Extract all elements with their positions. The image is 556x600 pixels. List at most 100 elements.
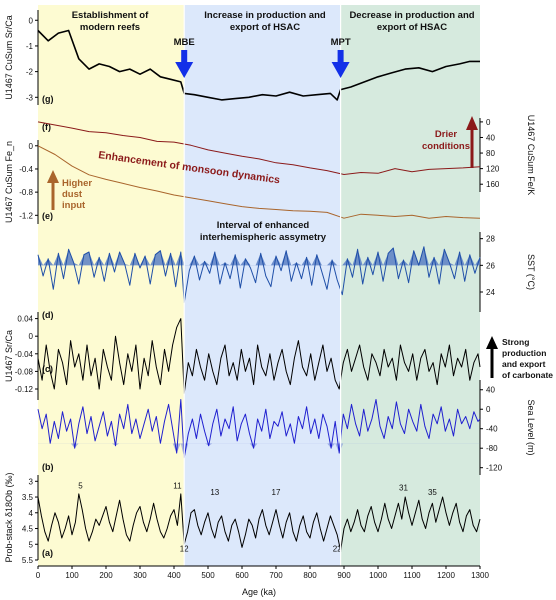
carbonate-arrow-head xyxy=(486,336,498,349)
series-line xyxy=(37,493,481,552)
x-tick-label: 300 xyxy=(133,571,147,580)
header-right-line2: export of HSAC xyxy=(377,22,447,33)
panel-f: 0 40 80 120 160 U1467 CuSum Fe/K (f) xyxy=(37,115,536,195)
panel-letter: (e) xyxy=(42,211,53,221)
y-tick-label: -120 xyxy=(486,464,503,473)
x-tick-label: 1300 xyxy=(471,571,489,580)
panel-d: 24 26 28 SST (°C) (d) xyxy=(37,232,536,320)
interval-bands xyxy=(38,5,480,566)
panel-letter: (g) xyxy=(42,94,54,104)
series-line xyxy=(37,29,480,101)
interval-band-0 xyxy=(38,5,185,566)
y-tick-label: 80 xyxy=(486,149,495,158)
x-tick-label: 1200 xyxy=(437,571,455,580)
panel-b: 40 0 -40 -80 -120 Sea Level (m) (b) xyxy=(37,380,536,475)
y-tick-label: 0 xyxy=(29,142,34,151)
y-tick-label: 0.04 xyxy=(17,315,33,324)
mis-label: 22 xyxy=(333,545,342,554)
y-tick-label: -0.12 xyxy=(15,385,34,394)
x-tick-label: 1100 xyxy=(403,571,421,580)
y-axis-label: Prob-stack δ18Ob (‰) xyxy=(4,472,14,562)
y-axis-label: U1467 CuSum Sr/Ca xyxy=(4,15,14,100)
panel-letter: (a) xyxy=(42,548,53,558)
y-tick-label: 28 xyxy=(486,235,495,244)
panel-letter: (c) xyxy=(42,364,53,374)
x-tick-label: 800 xyxy=(303,571,317,580)
y-tick-label: 0 xyxy=(486,118,491,127)
y-tick-label: 0 xyxy=(29,16,34,25)
y-tick-label: -1 xyxy=(26,42,34,51)
y-tick-label: 0 xyxy=(486,405,491,414)
y-tick-label: 120 xyxy=(486,165,500,174)
x-axis: 0 100 200 300 400 500 600 700 800 900 1000 1100 1200… xyxy=(36,565,489,580)
y-tick-label: -40 xyxy=(486,425,498,434)
x-tick-label: 500 xyxy=(201,571,215,580)
y-axis-label: Sea Level (m) xyxy=(526,399,536,455)
mis-label: 11 xyxy=(173,482,182,491)
y-tick-label: 4 xyxy=(29,509,34,518)
y-axis-label: SST (°C) xyxy=(526,254,536,290)
interval-band-2 xyxy=(340,5,480,566)
mis-label: 35 xyxy=(428,488,437,497)
y-tick-label: 24 xyxy=(486,288,495,297)
mis-label: 17 xyxy=(272,488,281,497)
y-tick-label: -0.08 xyxy=(15,367,34,376)
mis-label: 13 xyxy=(210,488,219,497)
drier-label-line2: conditions xyxy=(422,141,470,152)
y-tick-label: 40 xyxy=(486,386,495,395)
header-right-line1: Decrease in production and xyxy=(349,10,474,21)
y-tick-label: 40 xyxy=(486,133,495,142)
y-tick-label: 4.5 xyxy=(22,525,34,534)
event-arrow-head xyxy=(175,62,194,78)
x-tick-label: 200 xyxy=(99,571,113,580)
y-tick-label: 5.5 xyxy=(22,556,34,565)
drier-label-line1: Drier xyxy=(435,129,457,140)
y-tick-label: 26 xyxy=(486,261,495,270)
asymmetry-annotation-line1: Interval of enhanced xyxy=(217,220,310,231)
sst-warm-fill xyxy=(38,246,480,266)
series-line xyxy=(37,121,481,175)
header-left-line2: modern reefs xyxy=(80,22,140,33)
event-arrow-shaft xyxy=(337,50,344,64)
dust-arrow-head xyxy=(47,170,59,183)
y-tick-label: 5 xyxy=(29,540,34,549)
carbonate-label-line4: of carbonate xyxy=(502,370,553,380)
header-left-line1: Establishment of xyxy=(72,10,149,21)
y-tick-label: -2 xyxy=(26,68,34,77)
dust-input-note: Higher dust input xyxy=(47,170,92,211)
y-tick-label: 3 xyxy=(29,477,34,486)
x-tick-label: 700 xyxy=(269,571,283,580)
asymmetry-annotation-line2: interhemispheric assymetry xyxy=(200,232,327,243)
x-tick-label: 0 xyxy=(36,571,41,580)
panel-letter: (d) xyxy=(42,310,54,320)
y-tick-label: -0.8 xyxy=(19,188,33,197)
dust-label-line3: input xyxy=(62,200,86,211)
drier-arrow-head xyxy=(466,116,478,130)
event-arrow-shaft xyxy=(181,50,188,64)
y-tick-label: 3.5 xyxy=(22,493,34,502)
y-tick-label: 0 xyxy=(29,332,34,341)
panel-letter: (f) xyxy=(42,122,51,132)
dust-label-line1: Higher xyxy=(62,178,92,189)
carbonate-label-line3: and export xyxy=(502,359,546,369)
panel-letter: (b) xyxy=(42,462,54,472)
interval-band-1 xyxy=(184,5,341,566)
y-tick-label: -0.4 xyxy=(19,165,33,174)
carbonate-label-line2: production xyxy=(502,348,546,358)
x-tick-label: 100 xyxy=(65,571,79,580)
mis-label: 5 xyxy=(78,482,83,491)
series-line xyxy=(37,246,481,304)
event-markers: MBE MPT xyxy=(174,5,351,566)
y-tick-label: 160 xyxy=(486,180,500,189)
x-tick-label: 400 xyxy=(167,571,181,580)
y-tick-label: -0.04 xyxy=(15,350,34,359)
y-tick-label: -80 xyxy=(486,444,498,453)
dust-label-line2: dust xyxy=(62,189,83,200)
mis-label: 31 xyxy=(399,483,408,492)
y-tick-label: -3 xyxy=(26,93,34,102)
y-tick-label: -1.2 xyxy=(19,211,33,220)
